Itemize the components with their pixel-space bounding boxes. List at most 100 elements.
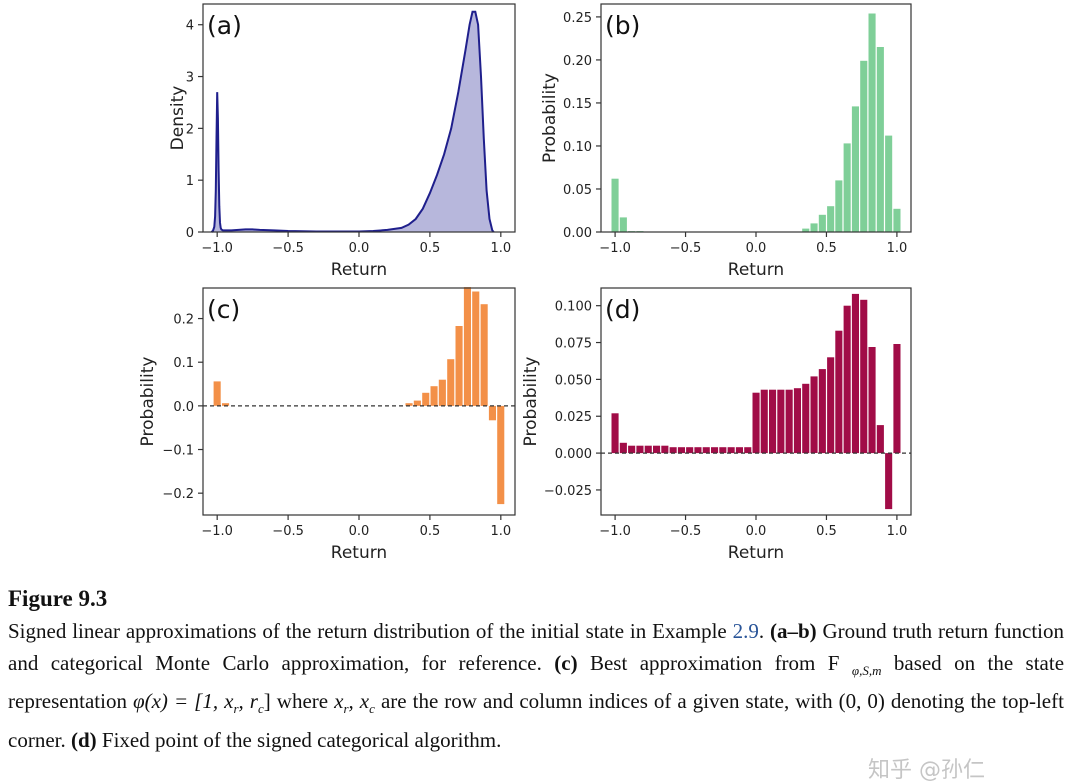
y-tick-label: 0.10: [563, 140, 592, 155]
bar: [636, 445, 644, 454]
bar: [628, 445, 636, 454]
panel-b: −1.0 −0.5 0.0 0.5 1.0 0.00 0.05 0.10 0.15 0.20 0.2…: [540, 3, 912, 280]
x-tick-label: 0.5: [420, 524, 441, 539]
caption-subscript: φ,S,m: [851, 662, 882, 678]
figure-number: Figure 9.3: [8, 586, 108, 611]
bar: [851, 106, 859, 232]
y-tick-label: 0.1: [173, 356, 194, 371]
y-tick-label: 3: [186, 71, 194, 86]
bar: [810, 223, 818, 232]
bar: [222, 403, 230, 406]
bar: [876, 425, 884, 454]
bar: [827, 206, 835, 232]
panel-d: −1.0 −0.5 0.0 0.5 1.0 −0.025 0.000 0.025 0.050 0.…: [521, 287, 912, 563]
bar: [413, 400, 421, 406]
bar: [611, 413, 619, 454]
y-tick-label: 0.050: [555, 373, 592, 388]
x-tick-label: −1.0: [201, 524, 233, 539]
bar: [843, 305, 851, 454]
bar: [447, 359, 455, 406]
bar: [752, 392, 760, 454]
bar: [438, 379, 446, 406]
bar: [893, 208, 901, 232]
x-tick-label: −0.5: [670, 524, 702, 539]
watermark: 知乎 @孙仁: [868, 758, 985, 783]
example-reference-link[interactable]: 2.9: [732, 619, 759, 643]
caption-text: Signed linear approximations of the retu…: [8, 619, 1065, 752]
bar: [405, 403, 413, 406]
bar: [851, 293, 859, 454]
bar: [669, 447, 677, 454]
bar: [827, 357, 835, 454]
bar: [868, 13, 876, 232]
bar: [735, 447, 743, 454]
y-axis-label: Probability: [521, 357, 541, 447]
bar: [769, 389, 777, 454]
bar: [885, 135, 893, 232]
bar: [619, 442, 627, 454]
x-axis-label: Return: [728, 260, 784, 280]
bar: [653, 445, 661, 454]
bar: [802, 383, 810, 454]
y-tick-label: 0.25: [563, 11, 592, 26]
panel-a: −1.0 −0.5 0.0 0.5 1.0 0 1 2 3 4 Return Density (a): [168, 3, 516, 280]
caption-part: based on the state representation: [8, 650, 1065, 714]
x-tick-label: −0.5: [272, 241, 304, 256]
y-tick-label: −0.1: [162, 444, 194, 459]
y-tick-label: 0.0: [173, 400, 194, 415]
bar: [611, 178, 619, 232]
y-tick-label: 0.00: [563, 226, 592, 241]
x-tick-label: 0.5: [816, 241, 837, 256]
bar: [835, 330, 843, 453]
caption-panel-ref: (d): [70, 727, 97, 752]
bar: [744, 447, 752, 454]
y-tick-label: 2: [186, 122, 194, 137]
x-tick-label: −1.0: [201, 241, 233, 256]
bar: [422, 392, 430, 406]
x-tick-label: 0.0: [746, 524, 767, 539]
panel-label: (d): [605, 295, 640, 324]
x-tick-label: 1.0: [887, 241, 908, 256]
x-tick-label: 0.0: [349, 241, 370, 256]
bar: [760, 389, 768, 454]
bar: [868, 347, 876, 454]
y-tick-label: 0.15: [563, 97, 592, 112]
panel-label: (b): [605, 11, 640, 40]
bar: [619, 217, 627, 232]
caption-math: φ(x) = [1, x: [132, 689, 234, 714]
bar: [497, 405, 505, 505]
panel-label: (a): [207, 11, 242, 40]
panel-label: (c): [207, 295, 240, 324]
y-tick-label: 0.100: [555, 300, 592, 315]
caption-math: x: [334, 689, 344, 714]
y-tick-label: 0.05: [563, 183, 592, 198]
bar: [480, 304, 488, 406]
bar: [644, 445, 652, 454]
bar: [835, 180, 843, 232]
x-tick-label: 0.5: [420, 241, 441, 256]
bar: [702, 447, 710, 454]
y-tick-label: 0.075: [555, 337, 592, 352]
y-tick-label: 4: [186, 19, 194, 34]
x-tick-label: 1.0: [887, 524, 908, 539]
x-tick-label: −1.0: [599, 524, 631, 539]
caption-panel-ref: (a–b): [769, 619, 817, 643]
bar: [818, 214, 826, 232]
bar: [677, 447, 685, 454]
x-axis-label: Return: [331, 260, 387, 280]
x-axis-label: Return: [331, 543, 387, 563]
bar: [463, 287, 471, 406]
caption-part: Best approximation from F: [577, 650, 852, 675]
bar: [860, 60, 868, 232]
caption-part: Fixed point of the signed categorical al…: [96, 727, 502, 752]
x-tick-label: 0.0: [349, 524, 370, 539]
x-tick-label: −0.5: [272, 524, 304, 539]
caption-part: where: [270, 689, 335, 714]
x-tick-label: 0.0: [746, 241, 767, 256]
caption-panel-ref: (c): [554, 650, 578, 675]
bar: [694, 447, 702, 454]
y-axis-label: Probability: [540, 73, 560, 163]
x-tick-label: 1.0: [490, 241, 511, 256]
bar: [777, 389, 785, 454]
bar: [430, 386, 438, 406]
